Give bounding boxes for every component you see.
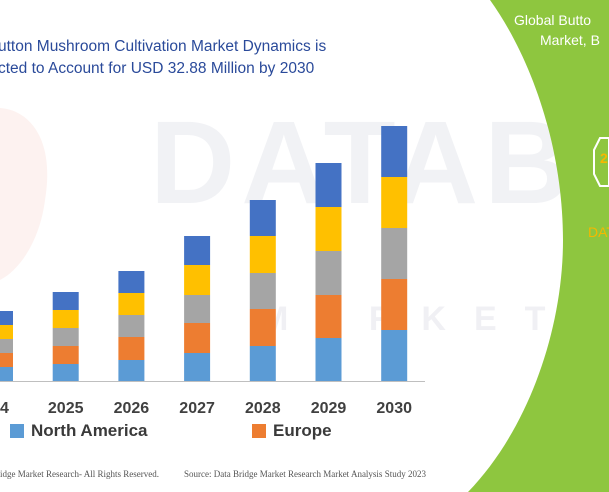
legend-label: Europe: [273, 421, 332, 440]
legend-swatch: [252, 424, 266, 438]
bar-segment-24-series-4: [0, 325, 13, 339]
bar-segment-2026-series-3: [118, 315, 145, 337]
legend-swatch: [10, 424, 24, 438]
bar-segment-2030-series-3: [381, 228, 408, 279]
bar-segment-2027-series-4: [184, 265, 211, 295]
bar-segment-24-series-1: [0, 367, 13, 381]
bar-segment-2027-series-1: [184, 353, 211, 381]
side-panel: Global Butto Market, B 2 DAT: [468, 0, 609, 492]
side-panel-title-line-1: Global Butto: [514, 12, 592, 28]
bar-segment-2028-series-4: [249, 236, 276, 273]
bar-segment-2025-series-4: [52, 310, 79, 328]
bar-segment-24-series-5: [0, 311, 13, 325]
bar-segment-2026-series-2: [118, 337, 145, 360]
legend-item-europe: Europe: [252, 421, 332, 441]
bar-segment-2028-series-5: [249, 200, 276, 236]
bar-segment-2028-series-2: [249, 309, 276, 346]
bar-segment-2029-series-1: [315, 338, 342, 381]
chart-title-line-2: cted to Account for USD 32.88 Million by…: [0, 60, 315, 77]
bar-segment-2028-series-1: [249, 346, 276, 381]
bar-segment-2029-series-4: [315, 207, 342, 251]
x-tick-label: 2025: [48, 400, 84, 417]
bar-segment-2029-series-5: [315, 163, 342, 207]
bar-segment-2030-series-2: [381, 279, 408, 330]
side-panel-title: Global Butto Market, B: [514, 10, 609, 50]
x-tick-label: 2029: [311, 400, 347, 417]
bar-segment-2025-series-5: [52, 292, 79, 310]
x-tick-label: 2030: [376, 400, 412, 417]
bar-segment-2027-series-2: [184, 323, 211, 353]
bar-segment-2027-series-5: [184, 236, 211, 265]
bar-segment-24-series-3: [0, 339, 13, 353]
x-tick-label: 2026: [114, 400, 150, 417]
bar-segment-2025-series-2: [52, 346, 79, 364]
bar-segment-2030-series-5: [381, 126, 408, 177]
x-tick-label: 24: [0, 400, 9, 417]
legend-label: North America: [31, 421, 148, 440]
chart-title-line-1: utton Mushroom Cultivation Market Dynami…: [0, 38, 327, 55]
footer-source: Source: Data Bridge Market Research Mark…: [184, 469, 426, 479]
bar-segment-2025-series-1: [52, 364, 79, 381]
bar-segment-2030-series-4: [381, 177, 408, 228]
footer-copyright: idge Market Research- All Rights Reserve…: [0, 469, 159, 479]
side-panel-hex-value: 2: [600, 150, 608, 166]
bar-segment-2030-series-1: [381, 330, 408, 381]
x-tick-label: 2028: [245, 400, 281, 417]
bar-segment-2028-series-3: [249, 273, 276, 309]
side-panel-background: [468, 0, 609, 492]
side-panel-label: DAT: [588, 224, 609, 240]
bar-segment-2027-series-3: [184, 295, 211, 323]
bar-segment-2029-series-2: [315, 295, 342, 338]
chart-title: utton Mushroom Cultivation Market Dynami…: [0, 36, 378, 80]
bar-segment-2026-series-1: [118, 360, 145, 381]
side-panel-title-line-2: Market, B: [540, 32, 600, 48]
bar-segment-2026-series-5: [118, 271, 145, 293]
bar-segment-2026-series-4: [118, 293, 145, 315]
legend-item-north-america: North America: [10, 421, 148, 441]
bar-segment-24-series-2: [0, 353, 13, 367]
watermark-logo: DATABRIDGE: [150, 97, 609, 229]
hexagon-icon: [593, 137, 609, 187]
bar-segment-2025-series-3: [52, 328, 79, 346]
bar-segment-2029-series-3: [315, 251, 342, 295]
x-tick-label: 2027: [179, 400, 215, 417]
